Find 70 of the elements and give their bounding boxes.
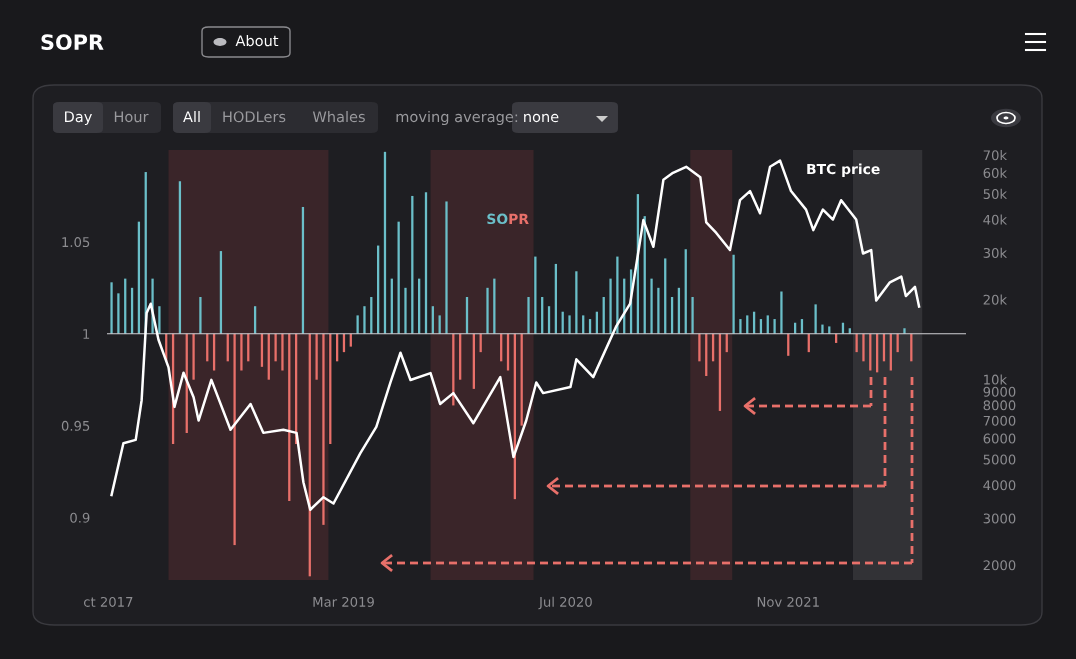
y2-tick-label: 4000: [983, 480, 1016, 491]
y2-tick-label: 20k: [983, 294, 1008, 305]
x-tick-label: Nov 2021: [757, 596, 819, 607]
bar: [732, 254, 735, 334]
bar: [739, 319, 742, 334]
bar: [657, 287, 660, 334]
y2-tick-label: 10k: [984, 374, 1008, 385]
bar: [240, 333, 243, 371]
bar: [575, 271, 578, 334]
y2-tick-label: 30k: [983, 247, 1008, 258]
y2-tick-label: 8000: [983, 400, 1016, 411]
bar: [855, 333, 858, 353]
text: SOPR: [487, 213, 529, 225]
bar: [281, 333, 284, 371]
text: All: [183, 110, 200, 123]
bar: [315, 333, 318, 380]
line-series: [110, 159, 921, 511]
y2-tick-label: 40k: [983, 214, 1008, 225]
bar: [404, 287, 407, 334]
bar: [199, 297, 202, 334]
bar: [363, 306, 366, 334]
text: About: [235, 34, 279, 47]
y2-tick-label: 7000: [983, 415, 1016, 426]
bar: [862, 333, 865, 362]
x-tick-label: ct 2017: [83, 596, 133, 607]
bar: [192, 333, 195, 380]
series-label: BTC price: [807, 163, 880, 177]
text: Hour: [114, 111, 149, 123]
text: moving average:: [396, 110, 518, 126]
bar: [616, 256, 619, 334]
bar: [780, 291, 783, 334]
y2-tick-label: 70k: [983, 149, 1008, 161]
text: none: [524, 113, 559, 123]
bar: [356, 315, 359, 334]
y-tick-label: 1: [83, 329, 90, 339]
text: Whales: [312, 110, 365, 123]
bar: [486, 287, 489, 334]
bar: [821, 324, 824, 334]
bar: [233, 333, 236, 546]
bar: [274, 333, 277, 362]
y-tick-label: 0.95: [61, 420, 90, 431]
chart-title: SOPR: [41, 34, 104, 51]
y2-tick-label: 2000: [983, 560, 1016, 571]
bar: [117, 293, 120, 334]
y-tick-label: 0.9: [70, 512, 90, 523]
bar: [534, 256, 537, 334]
y2-tick-label: 6000: [983, 433, 1016, 444]
bar: [609, 278, 612, 334]
y2-tick-label: 5000: [983, 454, 1016, 465]
y-tick-label: 1.05: [62, 237, 90, 248]
text: Day: [65, 111, 92, 126]
bar: [650, 278, 653, 334]
y2-tick-label: 9000: [983, 386, 1016, 397]
y2-tick-label: 60k: [983, 167, 1008, 178]
bar: [527, 297, 530, 334]
x-tick-label: Jul 2020: [538, 596, 592, 610]
bar: [773, 319, 776, 334]
bar: [568, 315, 571, 334]
bar: [445, 201, 448, 334]
x-tick-label: Mar 2019: [313, 596, 374, 607]
bar: [698, 333, 701, 362]
bar: [158, 306, 161, 334]
bar: [349, 333, 352, 347]
bar: [691, 297, 694, 334]
text: HODLers: [223, 111, 286, 123]
y2-tick-label: 50k: [983, 188, 1008, 199]
bar: [322, 333, 325, 525]
bar: [110, 282, 113, 334]
y2-tick-label: 3000: [983, 513, 1016, 524]
bar: [814, 304, 817, 334]
